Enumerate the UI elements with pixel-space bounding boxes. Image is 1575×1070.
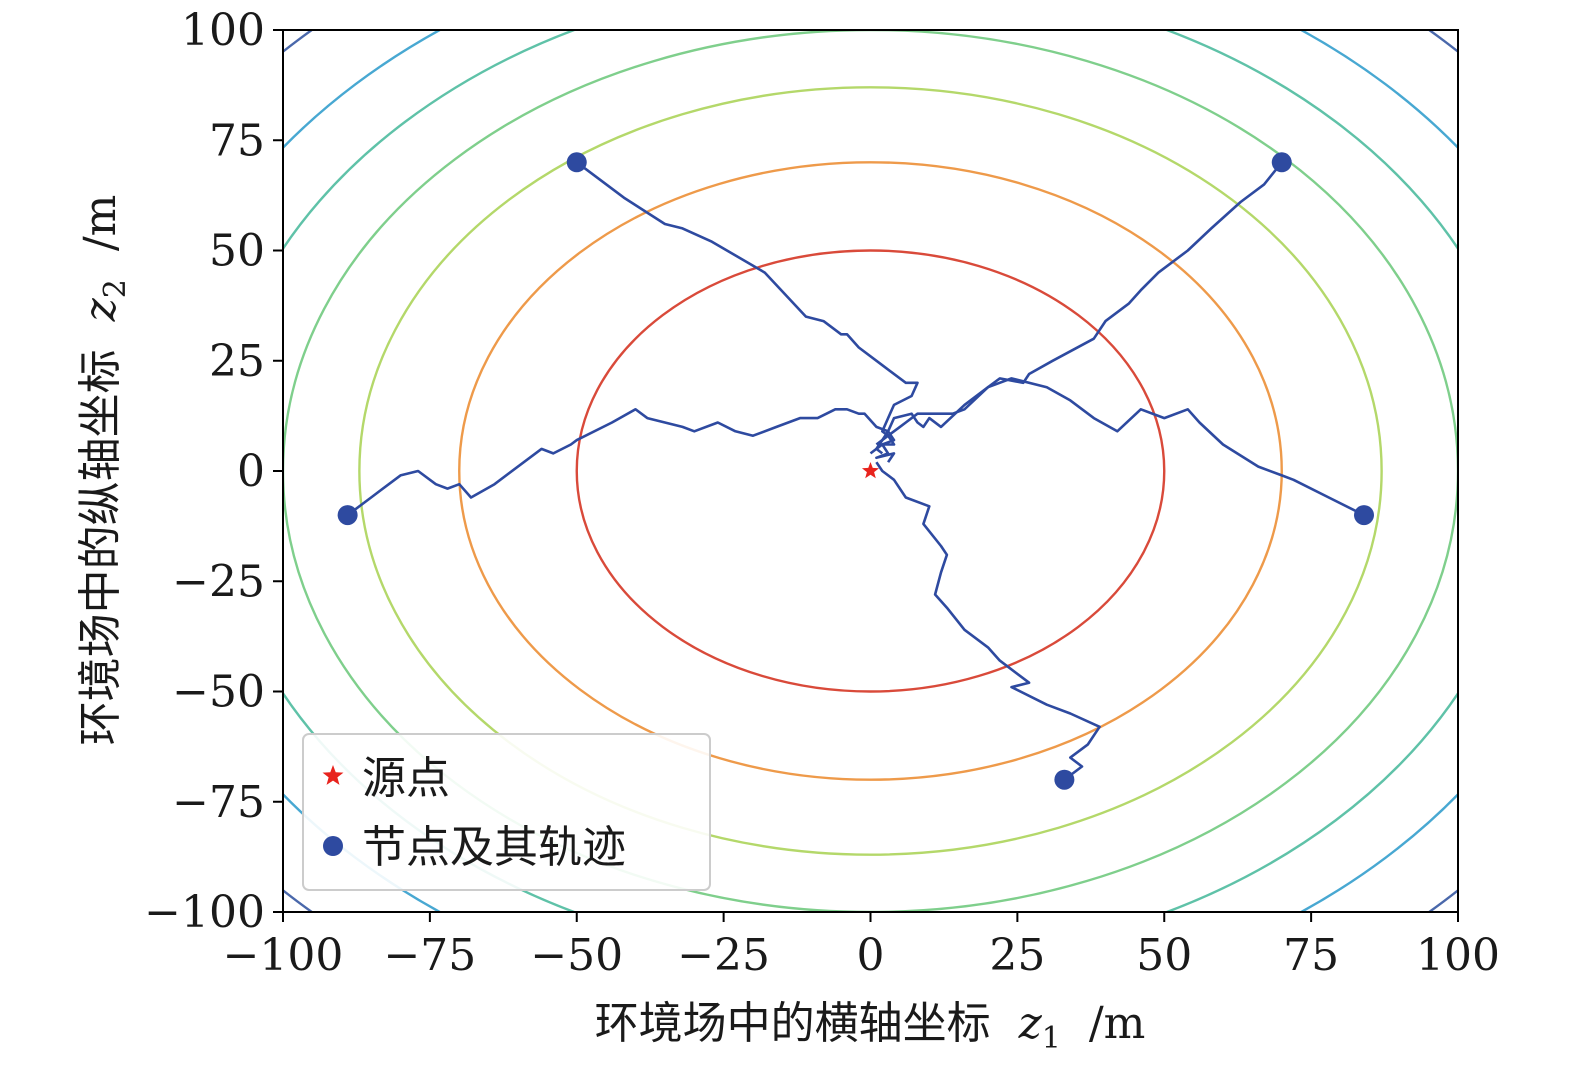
x-tick-label: 50 — [1136, 930, 1192, 981]
x-tick-label: 0 — [857, 930, 885, 981]
legend-source-star-icon — [322, 765, 344, 785]
x-tick-label: −50 — [530, 930, 623, 981]
x-axis-title: 环境场中的横轴坐标 z1 /m — [595, 998, 1146, 1059]
x-tick-label: −100 — [223, 930, 344, 981]
x-tick-label: 25 — [989, 930, 1045, 981]
contour-line-1 — [575, 249, 1166, 693]
x-tick-label: −75 — [383, 930, 476, 981]
legend-label-nodes: 节点及其轨迹 — [362, 822, 626, 873]
legend-label-source: 源点 — [362, 753, 450, 804]
node-trajectories — [346, 161, 1365, 781]
y-axis-title: 环境场中的纵轴坐标 z2 /m — [75, 195, 136, 746]
y-tick-label: 100 — [181, 5, 265, 56]
x-tick-label: 75 — [1283, 930, 1339, 981]
trajectory-5 — [875, 461, 1101, 781]
trajectory-3 — [346, 407, 896, 517]
source-star-marker — [861, 462, 880, 479]
y-tick-label: −25 — [172, 556, 265, 607]
trajectory-2 — [869, 161, 1283, 455]
y-tick-label: 50 — [209, 226, 265, 277]
legend-box — [302, 733, 711, 891]
x-tick-label: 100 — [1416, 930, 1500, 981]
legend-node-circle-icon — [323, 836, 343, 856]
trajectory-4 — [875, 377, 1365, 517]
contour-line-3 — [358, 86, 1383, 856]
contour-line-2 — [458, 161, 1283, 781]
node-marker-2 — [1271, 152, 1292, 173]
x-tick-label: −25 — [677, 930, 770, 981]
y-tick-label: −50 — [172, 667, 265, 718]
legend: 源点 节点及其轨迹 — [302, 733, 711, 891]
node-marker-5 — [1054, 769, 1075, 790]
y-tick-label: −75 — [172, 777, 265, 828]
y-tick-label: 25 — [209, 336, 265, 387]
y-tick-label: −100 — [144, 887, 265, 938]
node-marker-1 — [566, 152, 587, 173]
node-marker-4 — [1354, 505, 1374, 526]
x-axis: −100 −75 −50 −25 0 25 50 75 100 — [223, 912, 1500, 981]
node-marker-3 — [337, 505, 358, 526]
contour-lines — [283, 30, 1458, 912]
y-axis: −100 −75 −50 −25 0 25 50 75 100 — [144, 5, 283, 938]
data-markers — [337, 152, 1374, 790]
y-tick-label: 75 — [209, 115, 265, 166]
y-tick-label: 0 — [237, 446, 265, 497]
